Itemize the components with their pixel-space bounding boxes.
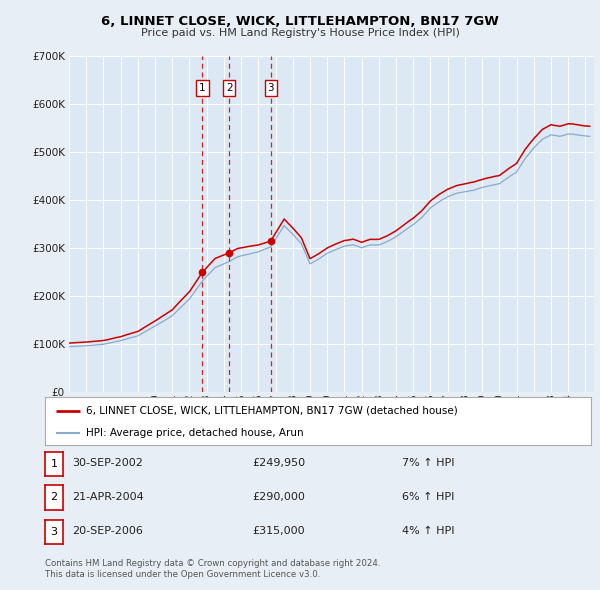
Text: 1: 1 (50, 459, 58, 469)
Text: 6% ↑ HPI: 6% ↑ HPI (402, 492, 454, 502)
Text: 7% ↑ HPI: 7% ↑ HPI (402, 458, 455, 468)
Text: 30-SEP-2002: 30-SEP-2002 (72, 458, 143, 468)
Text: 3: 3 (50, 527, 58, 537)
Text: £290,000: £290,000 (252, 492, 305, 502)
Text: 2: 2 (226, 83, 233, 93)
Text: £315,000: £315,000 (252, 526, 305, 536)
Text: This data is licensed under the Open Government Licence v3.0.: This data is licensed under the Open Gov… (45, 570, 320, 579)
Text: Contains HM Land Registry data © Crown copyright and database right 2024.: Contains HM Land Registry data © Crown c… (45, 559, 380, 568)
Text: HPI: Average price, detached house, Arun: HPI: Average price, detached house, Arun (86, 428, 304, 438)
Text: 20-SEP-2006: 20-SEP-2006 (72, 526, 143, 536)
Text: 6, LINNET CLOSE, WICK, LITTLEHAMPTON, BN17 7GW (detached house): 6, LINNET CLOSE, WICK, LITTLEHAMPTON, BN… (86, 405, 458, 415)
Text: 21-APR-2004: 21-APR-2004 (72, 492, 144, 502)
Text: 2: 2 (50, 493, 58, 503)
Text: 3: 3 (268, 83, 274, 93)
Text: Price paid vs. HM Land Registry's House Price Index (HPI): Price paid vs. HM Land Registry's House … (140, 28, 460, 38)
Text: 6, LINNET CLOSE, WICK, LITTLEHAMPTON, BN17 7GW: 6, LINNET CLOSE, WICK, LITTLEHAMPTON, BN… (101, 15, 499, 28)
Text: 4% ↑ HPI: 4% ↑ HPI (402, 526, 455, 536)
Text: 1: 1 (199, 83, 206, 93)
Text: £249,950: £249,950 (252, 458, 305, 468)
